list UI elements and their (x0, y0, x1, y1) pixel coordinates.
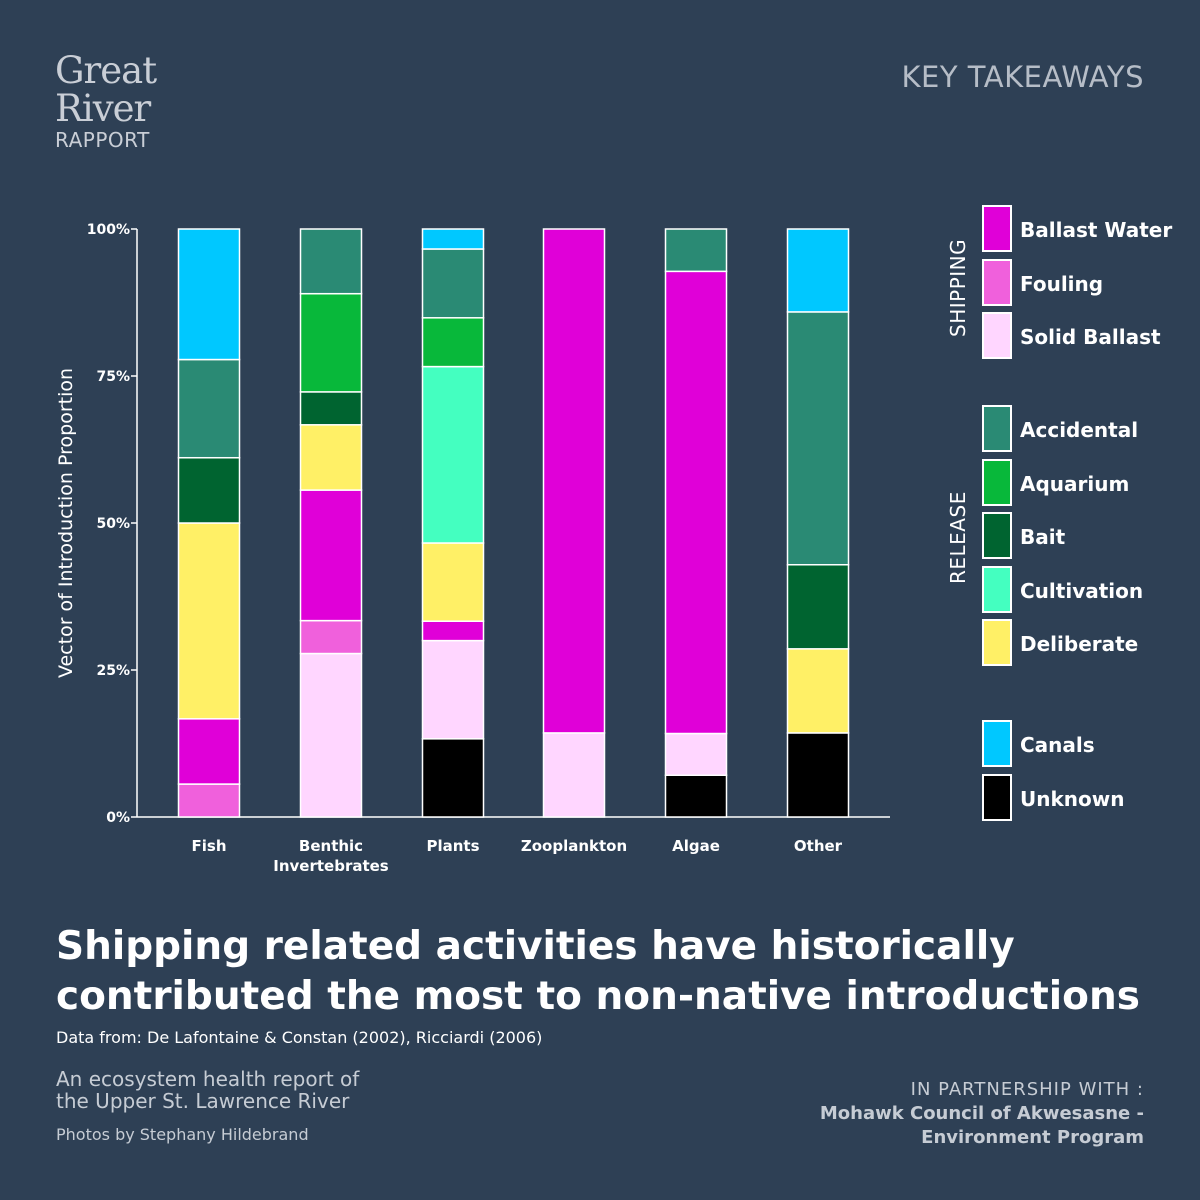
bar-segment (421, 542, 485, 622)
report-subtitle: An ecosystem health report of the Upper … (56, 1068, 359, 1112)
bar-segment (299, 292, 363, 393)
subtitle-line-1: An ecosystem health report of (56, 1067, 360, 1091)
bar-segment (786, 732, 850, 818)
x-tick-label: Other (794, 837, 843, 855)
logo-line-3: RAPPORT (55, 128, 150, 152)
legend-item: Solid Ballast (982, 312, 1192, 359)
legend-label: Accidental (1020, 418, 1139, 442)
legend-swatch (982, 258, 1012, 306)
legend-item: Fouling (982, 258, 1192, 306)
bar-segment (664, 774, 728, 818)
bar-segment (299, 619, 363, 655)
bar-segment (299, 391, 363, 426)
bar-segment (421, 365, 485, 544)
bar-segment (177, 783, 241, 818)
key-takeaways-heading: KEY TAKEAWAYS (901, 60, 1144, 94)
bar-segment (299, 228, 363, 295)
legend-swatch (982, 205, 1012, 252)
legend-swatch (982, 405, 1012, 452)
partner-org-line-1: Mohawk Council of Akwesasne - (819, 1103, 1144, 1124)
legend-item: Ballast Water (982, 205, 1192, 252)
bar-segment (177, 456, 241, 524)
legend-label: Cultivation (1020, 578, 1144, 603)
bar-segment (299, 652, 363, 818)
legend-swatch (982, 312, 1012, 359)
bar-segment (177, 522, 241, 720)
legend-label: Solid Ballast (1020, 325, 1161, 349)
bar-segment (421, 738, 485, 818)
bar-segment (542, 228, 606, 734)
x-tick-label: Benthic (299, 837, 363, 855)
x-tick-label: Algae (672, 837, 720, 855)
bar-segment (177, 228, 241, 361)
bar-segment (177, 718, 241, 785)
legend-label: Ballast Water (1020, 218, 1173, 242)
bar-segment (421, 228, 485, 250)
legend-swatch (982, 619, 1012, 666)
bar-segment (299, 424, 363, 491)
legend-label: Deliberate (1020, 632, 1139, 656)
y-axis-title: Vector of Introduction Proportion (55, 368, 77, 678)
legend-item: Deliberate (982, 619, 1192, 666)
y-tick-label: 100% (87, 222, 130, 238)
bar-segment (421, 248, 485, 319)
legend-swatch (982, 458, 1012, 506)
legend-label: Aquarium (1020, 471, 1130, 496)
data-source: Data from: De Lafontaine & Constan (2002… (56, 1028, 543, 1047)
partner-label: IN PARTNERSHIP WITH : (910, 1079, 1144, 1100)
bar-segment (664, 228, 728, 273)
legend-item: Cultivation (982, 565, 1192, 613)
y-tick-label: 0% (106, 810, 130, 826)
bar-segment (786, 648, 850, 734)
x-tick-label: Fish (192, 837, 227, 855)
x-tick-label: Invertebrates (273, 857, 389, 875)
legend-item: Unknown (982, 773, 1192, 821)
bar-segment (177, 358, 241, 459)
subtitle-line-2: the Upper St. Lawrence River (56, 1089, 350, 1113)
legend-swatch (982, 512, 1012, 559)
bar-segment (421, 317, 485, 368)
y-tick-label: 25% (96, 663, 130, 679)
bar-segment (664, 270, 728, 735)
legend-group-label: SHIPPING (946, 239, 970, 338)
legend-label: Canals (1020, 733, 1095, 757)
photo-credit: Photos by Stephany Hildebrand (56, 1125, 309, 1144)
legend-item: Canals (982, 720, 1192, 767)
headline-line-1: Shipping related activities have histori… (56, 924, 1015, 969)
bar-segment (786, 563, 850, 650)
legend-item: Aquarium (982, 458, 1192, 506)
legend-group-label: RELEASE (946, 491, 970, 585)
bar-segment (299, 489, 363, 622)
logo: Great River RAPPORT (55, 49, 157, 153)
x-tick-label: Zooplankton (521, 837, 627, 855)
bar-segment (786, 228, 850, 313)
y-tick-label: 50% (96, 516, 130, 532)
legend-swatch (982, 773, 1012, 821)
partnership-credit: IN PARTNERSHIP WITH : Mohawk Council of … (820, 1078, 1144, 1150)
bar-segment (421, 639, 485, 740)
bar-segment (421, 620, 485, 642)
bar-segment (542, 732, 606, 818)
legend-label: Fouling (1020, 271, 1104, 296)
legend-swatch (982, 565, 1012, 613)
bar-segment (786, 311, 850, 566)
legend-item: Bait (982, 512, 1192, 559)
headline: Shipping related activities have histori… (56, 922, 1166, 1022)
logo-line-1: Great (55, 49, 157, 92)
x-tick-label: Plants (426, 837, 479, 855)
legend-swatch (982, 720, 1012, 767)
partner-org-line-2: Environment Program (921, 1127, 1144, 1148)
legend-label: Unknown (1020, 786, 1125, 811)
bar-segment (664, 732, 728, 777)
y-tick-label: 75% (96, 369, 130, 385)
legend-item: Accidental (982, 405, 1192, 452)
headline-line-2: contributed the most to non-native intro… (56, 974, 1140, 1019)
logo-line-2: River (55, 87, 151, 130)
legend-label: Bait (1020, 525, 1066, 549)
